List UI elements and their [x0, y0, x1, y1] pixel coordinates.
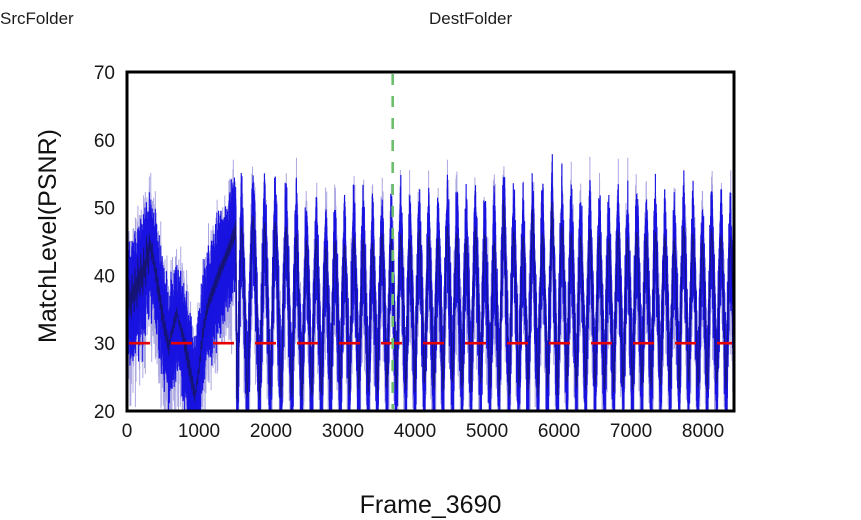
dest-folder-label: DestFolder	[429, 9, 513, 28]
svg-text:2000: 2000	[250, 421, 292, 442]
y-axis-label: MatchLevel(PSNR)	[34, 129, 62, 343]
signal-series	[128, 154, 733, 410]
svg-text:7000: 7000	[610, 421, 652, 442]
svg-text:50: 50	[94, 199, 115, 220]
plot-frame	[125, 70, 736, 413]
svg-text:3000: 3000	[322, 421, 364, 442]
src-folder-label: SrcFolder	[0, 9, 74, 28]
svg-text:6000: 6000	[538, 421, 580, 442]
svg-text:0: 0	[122, 421, 133, 442]
svg-text:40: 40	[94, 266, 115, 287]
svg-text:30: 30	[94, 334, 115, 355]
svg-text:5000: 5000	[466, 421, 508, 442]
svg-text:60: 60	[94, 131, 115, 152]
match-level-chart: 20 30 40 50 60 70 0 1000 2000 3000 4000 5000 6000 70…	[0, 48, 861, 519]
svg-text:1000: 1000	[178, 421, 220, 442]
chart-canvas: 20 30 40 50 60 70 0 1000 2000 3000 4000 5000 6000 70…	[0, 48, 861, 482]
plot-window: SrcFolder DestFolder 20 30 40 50 60 70 0 1000 2…	[0, 9, 861, 519]
svg-text:20: 20	[94, 402, 115, 423]
svg-text:70: 70	[94, 63, 115, 84]
x-axis-label: Frame_3690	[359, 491, 502, 519]
y-axis-ticks: 20 30 40 50 60 70	[94, 63, 115, 423]
svg-text:8000: 8000	[682, 421, 724, 442]
x-axis-ticks: 0 1000 2000 3000 4000 5000 6000 7000 8000	[122, 421, 724, 442]
svg-text:4000: 4000	[394, 421, 436, 442]
